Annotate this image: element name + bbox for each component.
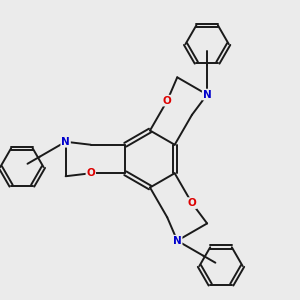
Text: N: N xyxy=(203,90,212,100)
Text: O: O xyxy=(163,96,172,106)
Text: N: N xyxy=(173,236,182,246)
Text: N: N xyxy=(61,137,70,147)
Text: O: O xyxy=(188,198,196,208)
Text: O: O xyxy=(86,168,95,178)
